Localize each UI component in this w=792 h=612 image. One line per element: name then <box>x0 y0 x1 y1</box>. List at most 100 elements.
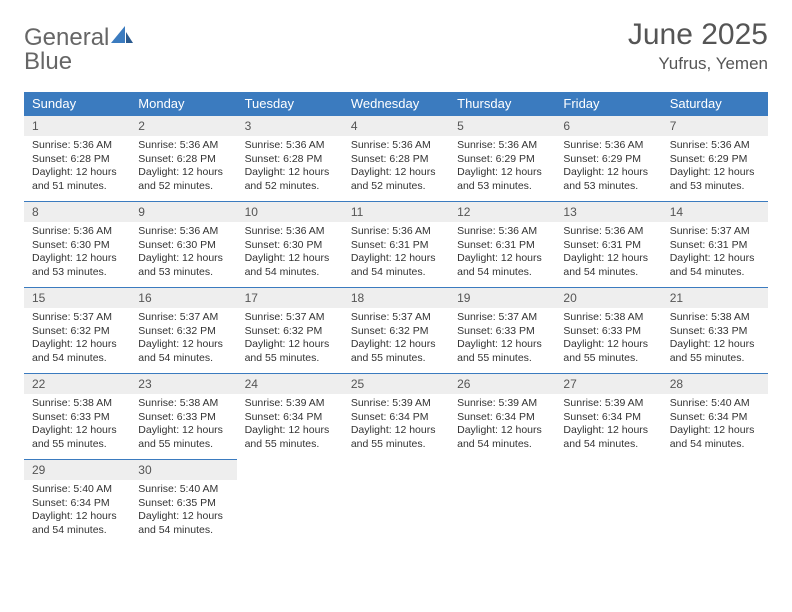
day-content: Sunrise: 5:40 AMSunset: 6:35 PMDaylight:… <box>130 480 236 544</box>
day-number: 5 <box>449 116 555 136</box>
calendar-day-cell <box>449 460 555 546</box>
day-content: Sunrise: 5:37 AMSunset: 6:32 PMDaylight:… <box>130 308 236 372</box>
day-number: 25 <box>343 374 449 394</box>
daylight-text-2: and 55 minutes. <box>245 438 335 452</box>
daylight-text-2: and 52 minutes. <box>245 180 335 194</box>
calendar-day-cell: 21Sunrise: 5:38 AMSunset: 6:33 PMDayligh… <box>662 288 768 374</box>
sunrise-text: Sunrise: 5:36 AM <box>563 139 653 153</box>
day-content: Sunrise: 5:36 AMSunset: 6:31 PMDaylight:… <box>343 222 449 286</box>
sunrise-text: Sunrise: 5:38 AM <box>32 397 122 411</box>
sunrise-text: Sunrise: 5:37 AM <box>351 311 441 325</box>
day-content: Sunrise: 5:38 AMSunset: 6:33 PMDaylight:… <box>24 394 130 458</box>
day-number: 10 <box>237 202 343 222</box>
daylight-text-2: and 54 minutes. <box>670 266 760 280</box>
calendar-day-cell: 6Sunrise: 5:36 AMSunset: 6:29 PMDaylight… <box>555 116 661 202</box>
daylight-text-1: Daylight: 12 hours <box>563 338 653 352</box>
day-content: Sunrise: 5:36 AMSunset: 6:29 PMDaylight:… <box>662 136 768 200</box>
calendar-day-cell: 12Sunrise: 5:36 AMSunset: 6:31 PMDayligh… <box>449 202 555 288</box>
day-content: Sunrise: 5:37 AMSunset: 6:32 PMDaylight:… <box>237 308 343 372</box>
calendar-day-cell <box>555 460 661 546</box>
daylight-text-2: and 52 minutes. <box>138 180 228 194</box>
daylight-text-2: and 55 minutes. <box>351 352 441 366</box>
sunset-text: Sunset: 6:28 PM <box>351 153 441 167</box>
daylight-text-1: Daylight: 12 hours <box>138 424 228 438</box>
day-content: Sunrise: 5:37 AMSunset: 6:32 PMDaylight:… <box>343 308 449 372</box>
daylight-text-2: and 55 minutes. <box>245 352 335 366</box>
logo-text-blue: Blue <box>24 48 72 75</box>
day-content: Sunrise: 5:37 AMSunset: 6:33 PMDaylight:… <box>449 308 555 372</box>
calendar-day-cell: 28Sunrise: 5:40 AMSunset: 6:34 PMDayligh… <box>662 374 768 460</box>
daylight-text-1: Daylight: 12 hours <box>563 252 653 266</box>
sunset-text: Sunset: 6:34 PM <box>351 411 441 425</box>
sunset-text: Sunset: 6:28 PM <box>32 153 122 167</box>
day-number: 21 <box>662 288 768 308</box>
day-number: 27 <box>555 374 661 394</box>
daylight-text-2: and 52 minutes. <box>351 180 441 194</box>
sunset-text: Sunset: 6:31 PM <box>457 239 547 253</box>
daylight-text-1: Daylight: 12 hours <box>32 510 122 524</box>
day-number: 29 <box>24 460 130 480</box>
sunrise-text: Sunrise: 5:36 AM <box>32 225 122 239</box>
calendar-day-cell: 18Sunrise: 5:37 AMSunset: 6:32 PMDayligh… <box>343 288 449 374</box>
day-content: Sunrise: 5:36 AMSunset: 6:29 PMDaylight:… <box>449 136 555 200</box>
day-content: Sunrise: 5:36 AMSunset: 6:28 PMDaylight:… <box>130 136 236 200</box>
sunrise-text: Sunrise: 5:38 AM <box>138 397 228 411</box>
daylight-text-1: Daylight: 12 hours <box>670 252 760 266</box>
header: General Blue June 2025 Yufrus, Yemen <box>24 18 768 74</box>
daylight-text-2: and 54 minutes. <box>32 524 122 538</box>
daylight-text-2: and 54 minutes. <box>32 352 122 366</box>
daylight-text-1: Daylight: 12 hours <box>245 166 335 180</box>
daylight-text-1: Daylight: 12 hours <box>245 252 335 266</box>
daylight-text-2: and 53 minutes. <box>138 266 228 280</box>
daylight-text-2: and 53 minutes. <box>457 180 547 194</box>
location: Yufrus, Yemen <box>628 54 768 74</box>
calendar-day-cell: 3Sunrise: 5:36 AMSunset: 6:28 PMDaylight… <box>237 116 343 202</box>
weekday-header: Saturday <box>662 92 768 116</box>
sunset-text: Sunset: 6:33 PM <box>563 325 653 339</box>
day-content: Sunrise: 5:36 AMSunset: 6:29 PMDaylight:… <box>555 136 661 200</box>
weekday-header: Thursday <box>449 92 555 116</box>
day-content: Sunrise: 5:38 AMSunset: 6:33 PMDaylight:… <box>662 308 768 372</box>
calendar-day-cell: 9Sunrise: 5:36 AMSunset: 6:30 PMDaylight… <box>130 202 236 288</box>
sunrise-text: Sunrise: 5:40 AM <box>32 483 122 497</box>
day-number: 26 <box>449 374 555 394</box>
daylight-text-2: and 54 minutes. <box>138 352 228 366</box>
calendar-day-cell: 5Sunrise: 5:36 AMSunset: 6:29 PMDaylight… <box>449 116 555 202</box>
calendar-day-cell: 19Sunrise: 5:37 AMSunset: 6:33 PMDayligh… <box>449 288 555 374</box>
day-content: Sunrise: 5:37 AMSunset: 6:32 PMDaylight:… <box>24 308 130 372</box>
calendar-day-cell: 25Sunrise: 5:39 AMSunset: 6:34 PMDayligh… <box>343 374 449 460</box>
logo-text-general: General <box>24 24 109 51</box>
day-number: 23 <box>130 374 236 394</box>
sunrise-text: Sunrise: 5:40 AM <box>670 397 760 411</box>
sunset-text: Sunset: 6:34 PM <box>563 411 653 425</box>
sunrise-text: Sunrise: 5:37 AM <box>138 311 228 325</box>
sunset-text: Sunset: 6:33 PM <box>32 411 122 425</box>
daylight-text-1: Daylight: 12 hours <box>351 166 441 180</box>
day-number: 11 <box>343 202 449 222</box>
day-content: Sunrise: 5:39 AMSunset: 6:34 PMDaylight:… <box>555 394 661 458</box>
calendar-day-cell: 4Sunrise: 5:36 AMSunset: 6:28 PMDaylight… <box>343 116 449 202</box>
day-number: 30 <box>130 460 236 480</box>
day-content: Sunrise: 5:36 AMSunset: 6:28 PMDaylight:… <box>343 136 449 200</box>
daylight-text-2: and 53 minutes. <box>563 180 653 194</box>
daylight-text-1: Daylight: 12 hours <box>32 424 122 438</box>
calendar-week-row: 1Sunrise: 5:36 AMSunset: 6:28 PMDaylight… <box>24 116 768 202</box>
daylight-text-1: Daylight: 12 hours <box>670 166 760 180</box>
day-number: 4 <box>343 116 449 136</box>
daylight-text-1: Daylight: 12 hours <box>670 338 760 352</box>
calendar-day-cell: 13Sunrise: 5:36 AMSunset: 6:31 PMDayligh… <box>555 202 661 288</box>
daylight-text-1: Daylight: 12 hours <box>32 338 122 352</box>
day-number: 24 <box>237 374 343 394</box>
calendar-day-cell <box>343 460 449 546</box>
daylight-text-2: and 54 minutes. <box>351 266 441 280</box>
calendar-day-cell: 24Sunrise: 5:39 AMSunset: 6:34 PMDayligh… <box>237 374 343 460</box>
day-content: Sunrise: 5:40 AMSunset: 6:34 PMDaylight:… <box>662 394 768 458</box>
calendar-day-cell <box>237 460 343 546</box>
daylight-text-2: and 54 minutes. <box>563 438 653 452</box>
daylight-text-2: and 55 minutes. <box>138 438 228 452</box>
weekday-header: Friday <box>555 92 661 116</box>
daylight-text-1: Daylight: 12 hours <box>457 252 547 266</box>
calendar-day-cell: 14Sunrise: 5:37 AMSunset: 6:31 PMDayligh… <box>662 202 768 288</box>
daylight-text-1: Daylight: 12 hours <box>138 252 228 266</box>
sunrise-text: Sunrise: 5:37 AM <box>670 225 760 239</box>
